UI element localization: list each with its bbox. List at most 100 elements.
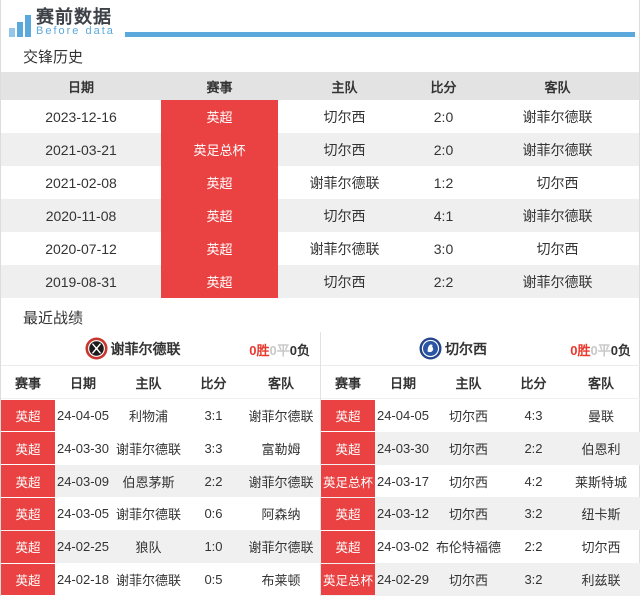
home-team: 切尔西 xyxy=(323,141,366,158)
competition-badge: 英超 xyxy=(1,432,55,465)
bar-chart-icon xyxy=(9,14,31,37)
record-wins: 0胜 xyxy=(249,342,270,358)
match-date: 2023-12-16 xyxy=(45,108,117,125)
competition-badge: 英超 xyxy=(1,563,55,596)
recent-panels: 谢菲尔德联 0胜 0平 0负 赛事 日期 主队 比分 客队 英超 24-04-05 利物浦 3… xyxy=(1,332,640,596)
brand-text: 赛前数据 Before data xyxy=(36,8,115,37)
table-row: 2020-07-12 英超 谢菲尔德联 3:0 切尔西 xyxy=(1,232,639,265)
competition-badge: 英超 xyxy=(321,432,375,465)
recent-section-title: 最近战绩 xyxy=(23,310,84,327)
column-header: 比分 xyxy=(520,375,547,391)
match-score: 3:2 xyxy=(524,506,543,522)
table-row: 英超 24-03-30 谢菲尔德联 3:3 富勒姆 xyxy=(1,432,321,465)
recent-table-header: 赛事 日期 主队 比分 客队 xyxy=(1,366,320,399)
match-date: 24-02-18 xyxy=(56,572,110,588)
match-date: 24-03-30 xyxy=(376,440,430,456)
match-score: 0:6 xyxy=(204,506,223,522)
column-header: 比分 xyxy=(430,79,457,95)
competition-cell: 英超 xyxy=(321,530,375,563)
home-team: 伯恩茅斯 xyxy=(122,474,175,490)
match-score: 2:0 xyxy=(433,141,454,158)
away-team: 谢菲尔德联 xyxy=(522,273,593,290)
match-score: 3:1 xyxy=(204,407,223,423)
match-date: 2019-08-31 xyxy=(45,273,117,290)
match-score: 2:0 xyxy=(433,108,454,125)
table-row: 2021-02-08 英超 谢菲尔德联 1:2 切尔西 xyxy=(1,166,639,199)
home-team: 切尔西 xyxy=(448,474,488,490)
recent-panel-home-team: 谢菲尔德联 0胜 0平 0负 赛事 日期 主队 比分 客队 英超 24-04-05 利物浦 3… xyxy=(1,332,321,596)
match-date: 24-03-05 xyxy=(56,506,110,522)
competition-badge: 英足总杯 xyxy=(321,465,375,497)
match-score: 3:0 xyxy=(433,240,454,257)
column-header: 日期 xyxy=(67,79,94,95)
brand-logo: 赛前数据 Before data xyxy=(9,8,115,40)
home-team: 切尔西 xyxy=(323,108,366,125)
competition-badge: 英超 xyxy=(321,497,375,530)
column-header: 赛事 xyxy=(334,375,361,391)
match-date: 24-04-05 xyxy=(56,407,110,423)
home-team: 谢菲尔德联 xyxy=(115,441,181,457)
competition-badge: 英足总杯 xyxy=(161,133,278,166)
table-row: 2023-12-16 英超 切尔西 2:0 谢菲尔德联 xyxy=(1,100,639,133)
chelsea-badge-icon xyxy=(419,337,442,360)
match-score: 4:3 xyxy=(524,407,543,423)
away-team: 布莱顿 xyxy=(261,573,301,589)
record-losses: 0负 xyxy=(289,342,310,358)
table-row: 英足总杯 24-02-29 切尔西 3:2 利兹联 xyxy=(321,563,640,596)
competition-badge: 英超 xyxy=(1,530,55,563)
match-score: 2:2 xyxy=(524,539,543,555)
competition-badge: 英超 xyxy=(161,166,278,199)
away-team: 莱斯特城 xyxy=(574,474,627,490)
match-score: 2:2 xyxy=(433,273,454,290)
competition-cell: 英超 xyxy=(1,465,55,498)
home-team: 切尔西 xyxy=(448,408,488,424)
home-team: 切尔西 xyxy=(448,573,488,589)
bar-chart-icon-bar xyxy=(25,15,31,37)
match-date: 2020-07-12 xyxy=(45,240,117,257)
competition-cell: 英超 xyxy=(321,399,375,432)
away-team: 纽卡斯 xyxy=(581,507,621,523)
home-team: 谢菲尔德联 xyxy=(115,573,181,589)
table-row: 英超 24-02-18 谢菲尔德联 0:5 布莱顿 xyxy=(1,563,321,596)
team-name: 谢菲尔德联 xyxy=(110,340,181,357)
app-header: 赛前数据 Before data xyxy=(1,0,639,40)
home-team: 切尔西 xyxy=(448,441,488,457)
match-date: 24-02-25 xyxy=(56,539,110,555)
team-identity: 谢菲尔德联 xyxy=(84,337,181,360)
competition-cell: 英超 xyxy=(1,399,55,432)
match-score: 1:0 xyxy=(204,539,223,555)
column-header: 比分 xyxy=(200,375,227,391)
match-date: 2020-11-08 xyxy=(45,207,117,224)
match-date: 24-03-12 xyxy=(376,506,430,522)
table-row: 英超 24-04-05 利物浦 3:1 谢菲尔德联 xyxy=(1,399,321,432)
team-identity: 切尔西 xyxy=(419,337,487,360)
match-score: 2:2 xyxy=(204,473,223,489)
home-team: 切尔西 xyxy=(323,273,366,290)
match-date: 2021-02-08 xyxy=(45,174,117,191)
away-team: 谢菲尔德联 xyxy=(522,207,593,224)
column-header: 日期 xyxy=(69,375,96,391)
table-row: 英超 24-03-02 布伦特福德 2:2 切尔西 xyxy=(321,530,640,563)
match-date: 24-02-29 xyxy=(376,572,430,588)
h2h-section-title: 交锋历史 xyxy=(23,49,84,66)
competition-badge: 英超 xyxy=(321,530,375,563)
column-header: 日期 xyxy=(389,375,416,391)
table-row: 英超 24-03-30 切尔西 2:2 伯恩利 xyxy=(321,431,640,465)
competition-cell: 英超 xyxy=(1,497,55,530)
table-row: 英超 24-03-09 伯恩茅斯 2:2 谢菲尔德联 xyxy=(1,464,321,498)
table-row: 英超 24-04-05 切尔西 4:3 曼联 xyxy=(321,399,640,432)
team-record: 0胜 0平 0负 xyxy=(249,332,310,366)
home-team: 布伦特福德 xyxy=(435,540,501,556)
home-team: 谢菲尔德联 xyxy=(115,507,181,523)
away-team: 谢菲尔德联 xyxy=(522,108,593,125)
recent-table-body: 英超 24-04-05 切尔西 4:3 曼联 英超 24-03-30 切尔西 2:2 伯恩利 英足总… xyxy=(321,399,640,596)
match-date: 24-03-30 xyxy=(56,440,110,456)
competition-badge: 英超 xyxy=(161,265,278,298)
match-date: 24-03-17 xyxy=(376,473,430,489)
h2h-table-header: 日期 赛事 主队 比分 客队 xyxy=(1,72,639,100)
competition-cell: 英超 xyxy=(1,432,55,465)
table-row: 2019-08-31 英超 切尔西 2:2 谢菲尔德联 xyxy=(1,265,639,298)
away-team: 伯恩利 xyxy=(581,441,621,457)
table-row: 英足总杯 24-03-17 切尔西 4:2 莱斯特城 xyxy=(321,465,640,498)
